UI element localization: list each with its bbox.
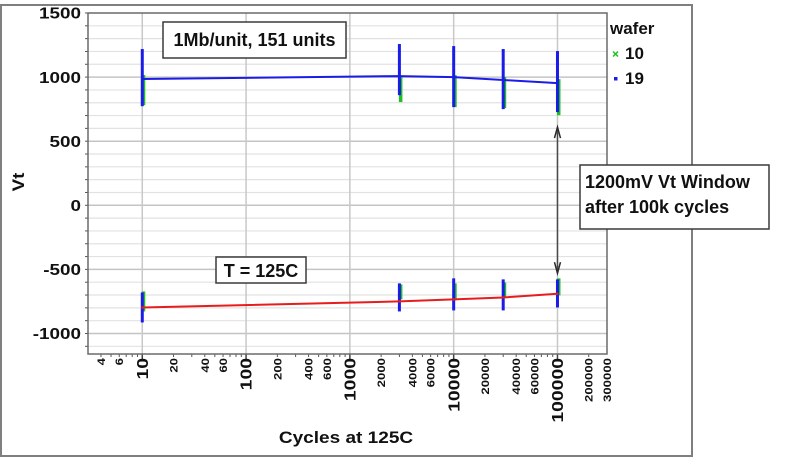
window-annotation-line-1: 1200mV Vt Window xyxy=(585,172,751,192)
y-tick-label: 500 xyxy=(50,132,81,150)
legend-entry-19: 19 xyxy=(614,69,644,88)
legend-label: 19 xyxy=(625,69,644,88)
x-minor-tick-label: 4000 xyxy=(406,358,419,388)
x-minor-tick-label: 20 xyxy=(168,358,181,373)
upper-mean-point xyxy=(502,78,505,82)
wafer-19-range-bar xyxy=(501,279,505,311)
x-minor-tick-label: 60 xyxy=(217,358,230,373)
units-annotation-text: 1Mb/unit, 151 units xyxy=(173,30,335,50)
y-tick-label: -500 xyxy=(43,260,81,278)
x-minor-tick-label: 400 xyxy=(303,358,316,380)
wafer-19-range-bar xyxy=(397,44,401,96)
x-minor-tick-label: 6000 xyxy=(425,358,438,388)
x-minor-tick-label: 200000 xyxy=(583,358,596,402)
y-tick-label: 1500 xyxy=(39,4,81,22)
x-major-tick-label: 1000 xyxy=(341,358,359,401)
x-minor-tick-label: 40000 xyxy=(510,358,523,395)
x-minor-tick-label: 6 xyxy=(113,358,126,366)
x-marker-icon xyxy=(612,50,619,58)
square-marker-icon xyxy=(614,77,618,81)
upper-mean-point xyxy=(452,75,455,79)
temperature-annotation: T = 125C xyxy=(215,256,307,284)
y-axis-label: Vt xyxy=(9,173,28,192)
units-annotation: 1Mb/unit, 151 units xyxy=(162,21,347,59)
window-annotation: 1200mV Vt Window after 100k cycles xyxy=(579,164,770,230)
x-minor-tick-label: 600 xyxy=(321,358,334,380)
lower-mean-point xyxy=(556,292,559,295)
y-tick-label: 1000 xyxy=(39,68,81,86)
window-annotation-box xyxy=(579,164,770,230)
x-minor-tick-label: 300000 xyxy=(601,358,614,402)
x-minor-tick-label: 20000 xyxy=(479,358,492,395)
y-tick-label: -1000 xyxy=(33,325,81,343)
tick-labels: -1000 -500 0 500 1000 1500 10 100 1000 10000 10000… xyxy=(33,4,614,423)
x-minor-tick-label: 200 xyxy=(271,358,284,380)
upper-mean-point xyxy=(398,74,401,78)
arrow-head-down-icon xyxy=(553,262,562,277)
legend-entry-10: 10 xyxy=(612,44,644,63)
x-minor-tick-label: 40 xyxy=(199,358,212,373)
temperature-annotation-text: T = 125C xyxy=(224,261,299,281)
x-major-tick-label: 100000 xyxy=(549,358,567,423)
x-minor-tick-label: 2000 xyxy=(375,358,388,388)
window-annotation-line-2: after 100k cycles xyxy=(585,197,729,217)
x-major-tick-label: 100 xyxy=(238,358,256,391)
wafer-19-range-bar xyxy=(555,51,559,113)
upper-mean-point xyxy=(141,77,144,81)
x-major-tick-label: 10000 xyxy=(445,358,463,412)
window-arrow xyxy=(553,124,562,277)
y-tick-label: 0 xyxy=(70,196,81,214)
data-series xyxy=(140,44,561,323)
x-minor-tick-label: 4 xyxy=(95,358,108,366)
lower-mean-point xyxy=(398,300,401,303)
upper-mean-point xyxy=(556,81,559,85)
wafer-19-range-bar xyxy=(452,278,456,311)
temperature-annotation-box xyxy=(215,256,307,284)
wafer-19-range-bar xyxy=(140,49,144,107)
arrow-head-up-icon xyxy=(553,124,562,139)
x-minor-tick-label: 60000 xyxy=(528,358,541,395)
lower-mean-point xyxy=(502,296,505,299)
lower-mean-point xyxy=(141,306,144,309)
lower-mean-point xyxy=(452,298,455,301)
units-annotation-box xyxy=(162,21,347,59)
legend: wafer 10 19 xyxy=(609,19,655,88)
x-axis-label: Cycles at 125C xyxy=(279,428,413,447)
legend-title: wafer xyxy=(609,19,655,38)
wafer-19-range-bar xyxy=(397,283,401,312)
x-major-tick-label: 10 xyxy=(134,358,152,380)
legend-label: 10 xyxy=(625,44,644,63)
